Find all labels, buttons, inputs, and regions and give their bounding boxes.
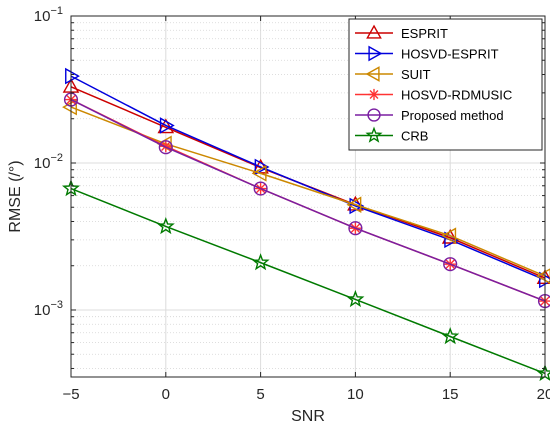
marker-triangle-up bbox=[157, 118, 175, 134]
legend-label: HOSVD-ESPRIT bbox=[401, 47, 499, 62]
series-line bbox=[70, 75, 546, 281]
legend-item: Proposed method bbox=[355, 108, 504, 123]
marker-triangle-left bbox=[536, 268, 550, 284]
legend-label: SUIT bbox=[401, 67, 431, 82]
y-axis-label: RMSE (/°) bbox=[7, 160, 24, 232]
x-tick-label: −5 bbox=[62, 386, 79, 403]
marker-triangle-left bbox=[365, 66, 380, 82]
series-line bbox=[70, 98, 546, 302]
legend-item: HOSVD-ESPRIT bbox=[355, 45, 499, 62]
marker-asterisk-stroke bbox=[161, 141, 171, 151]
legend: ESPRIT HOSVD-ESPRIT SUIT HOSVD-RDMUSIC Propo… bbox=[348, 18, 543, 151]
legend-label: CRB bbox=[401, 129, 428, 144]
series-line bbox=[70, 187, 546, 375]
legend-item: HOSVD-RDMUSIC bbox=[355, 88, 512, 103]
y-tick-label: 10−1 bbox=[34, 5, 63, 25]
grid-lines bbox=[70, 15, 546, 377]
legend-label: HOSVD-RDMUSIC bbox=[401, 88, 512, 103]
marker-circle bbox=[367, 108, 381, 122]
axis-ticks: −5 0 5 10 15 20 10−1 10−2 10−3 bbox=[34, 5, 550, 403]
marker-triangle-left bbox=[441, 227, 457, 245]
marker-star bbox=[441, 327, 460, 345]
x-tick-label: 0 bbox=[162, 386, 170, 403]
marker-asterisk-stroke bbox=[369, 90, 379, 99]
y-tick-label: 10−3 bbox=[34, 299, 63, 319]
series-crb bbox=[61, 179, 550, 382]
y-tick-label: 10−2 bbox=[34, 152, 63, 172]
marker-star bbox=[365, 126, 383, 143]
marker-triangle-right bbox=[368, 45, 383, 62]
marker-triangle-right bbox=[539, 271, 550, 289]
x-tick-label: 15 bbox=[442, 386, 459, 403]
legend-box bbox=[348, 18, 543, 151]
marker-star bbox=[156, 216, 175, 235]
marker-triangle-left bbox=[346, 196, 362, 214]
marker-triangle-right bbox=[65, 67, 80, 85]
marker-circle bbox=[158, 140, 173, 155]
marker-star bbox=[251, 253, 270, 271]
legend-item: CRB bbox=[355, 126, 428, 144]
marker-triangle-right bbox=[254, 158, 270, 176]
marker-triangle-left bbox=[62, 98, 77, 116]
legend-label: Proposed method bbox=[401, 108, 504, 123]
marker-triangle-up bbox=[366, 24, 382, 39]
x-tick-label: 5 bbox=[256, 386, 264, 403]
x-axis-label: SNR bbox=[291, 408, 325, 425]
x-tick-label: 20 bbox=[537, 386, 550, 403]
marker-star bbox=[346, 289, 365, 308]
marker-triangle-right bbox=[159, 117, 175, 134]
legend-label: ESPRIT bbox=[401, 26, 448, 41]
plot-frame bbox=[70, 15, 546, 378]
marker-triangle-left bbox=[251, 165, 267, 182]
marker-circle bbox=[348, 221, 363, 236]
legend-item: SUIT bbox=[355, 66, 431, 82]
x-tick-label: 10 bbox=[347, 386, 364, 403]
marker-circle bbox=[253, 181, 268, 196]
legend-item: ESPRIT bbox=[355, 24, 448, 41]
marker-circle bbox=[443, 257, 458, 272]
